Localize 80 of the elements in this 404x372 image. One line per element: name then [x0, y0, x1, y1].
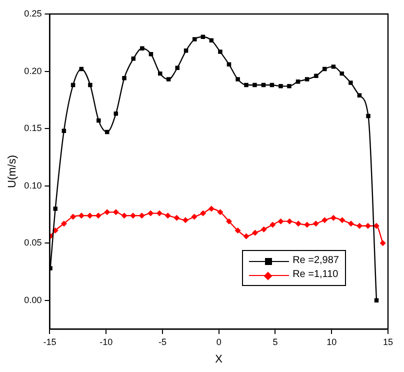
point	[121, 212, 128, 219]
point	[304, 77, 310, 82]
point	[131, 56, 136, 61]
point	[364, 222, 371, 229]
point	[138, 212, 145, 219]
point	[380, 240, 386, 246]
point	[184, 48, 188, 53]
point	[234, 227, 241, 234]
x-tick-label: -5	[158, 336, 166, 347]
point	[278, 218, 284, 224]
point	[287, 84, 292, 88]
point	[374, 298, 379, 302]
point	[86, 212, 93, 219]
x-tick-label: 15	[382, 336, 394, 347]
y-axis-title: U(m/s)	[6, 155, 19, 188]
point	[104, 209, 110, 216]
point	[270, 222, 276, 228]
point	[62, 128, 66, 133]
y-tick-label: 0.00	[24, 294, 42, 305]
point	[243, 233, 250, 240]
point	[53, 206, 58, 211]
point	[95, 212, 102, 219]
point	[78, 212, 84, 219]
y-tick-label: 0.20	[24, 66, 42, 76]
point	[164, 212, 171, 219]
point	[226, 218, 232, 224]
point	[356, 222, 362, 229]
point	[88, 82, 92, 88]
x-tick-label: 10	[326, 336, 337, 347]
point	[244, 82, 248, 88]
point	[182, 217, 188, 224]
point	[295, 220, 302, 227]
point	[200, 210, 206, 216]
point	[218, 50, 222, 54]
point	[174, 214, 180, 221]
point	[348, 80, 353, 85]
point	[148, 210, 154, 216]
x-tick-label: 5	[272, 336, 278, 347]
point	[348, 220, 354, 227]
x-tick-label: 0	[216, 336, 222, 347]
point	[175, 66, 180, 70]
point	[278, 84, 283, 88]
y-tick-label: 0.10	[24, 180, 42, 190]
point	[314, 74, 318, 78]
point	[209, 38, 214, 42]
point	[122, 76, 126, 80]
point	[304, 222, 310, 228]
point	[217, 209, 224, 216]
point	[312, 220, 319, 227]
point	[339, 217, 346, 224]
point	[156, 210, 162, 216]
point	[60, 220, 67, 227]
point	[330, 214, 336, 221]
y-tick-label: 0.15	[24, 123, 42, 134]
x-tick-label: -10	[100, 336, 113, 347]
x-tick-label: -15	[43, 336, 56, 347]
point	[70, 214, 76, 220]
point	[112, 209, 119, 216]
point	[236, 77, 240, 82]
y-tick-label: 0.25	[24, 8, 42, 18]
point	[366, 114, 370, 118]
point	[166, 77, 171, 82]
y-tick-label: 0.05	[24, 238, 42, 248]
point	[322, 217, 328, 224]
point	[114, 112, 118, 116]
point	[191, 214, 198, 220]
point	[286, 218, 293, 224]
point	[208, 206, 214, 212]
legend-label: Re =1,110	[292, 268, 338, 282]
point	[252, 230, 258, 236]
point	[357, 93, 362, 98]
point	[192, 37, 197, 42]
point	[260, 226, 267, 232]
point	[252, 82, 257, 88]
x-axis-title: X	[215, 353, 224, 366]
legend-label: Re =2,987	[292, 254, 339, 268]
point	[130, 212, 136, 219]
point	[96, 118, 101, 123]
point	[331, 64, 336, 69]
point	[140, 46, 144, 50]
